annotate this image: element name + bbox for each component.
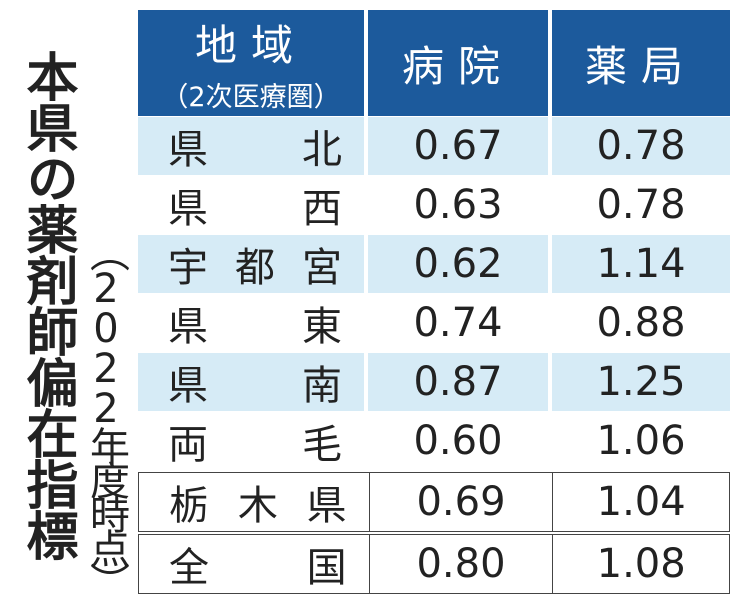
region-cell: 県北: [138, 117, 364, 175]
table-body: 県北 0.67 0.78 県西 0.63 0.78 宇都宮 0.62 1.14 県東 0.74 0.8…: [138, 117, 730, 594]
value-text: 1.08: [596, 541, 686, 587]
value-cell: 0.67: [368, 117, 548, 175]
region-cell: 宇都宮: [138, 235, 364, 293]
value-text: 0.78: [596, 123, 686, 169]
table-row: 栃木県 0.69 1.04: [138, 472, 730, 532]
region-name: 両毛: [168, 422, 342, 468]
region-cell: 両毛: [138, 412, 364, 470]
value-cell: 0.69: [368, 473, 553, 531]
subtitle: （2022年度時点）: [83, 232, 129, 596]
header-text: 病院: [401, 41, 514, 91]
value-text: 0.67: [413, 123, 503, 169]
region-name: 宇都宮: [168, 245, 342, 291]
value-text: 0.74: [413, 300, 503, 346]
value-cell: 0.63: [368, 176, 548, 234]
value-text: 0.78: [596, 182, 686, 228]
value-cell: 0.74: [368, 294, 548, 352]
value-cell: 1.25: [552, 353, 730, 411]
region-name: 県南: [168, 363, 342, 409]
table-row: 宇都宮 0.62 1.14: [138, 235, 730, 293]
value-cell: 0.80: [368, 535, 553, 593]
value-text: 0.62: [413, 241, 503, 287]
region-name: 県北: [168, 127, 342, 173]
value-text: 0.60: [413, 418, 503, 464]
region-cell: 県西: [138, 176, 364, 234]
table-row: 県西 0.63 0.78: [138, 176, 730, 234]
region-name: 県東: [168, 304, 342, 350]
value-cell: 1.06: [552, 412, 730, 470]
value-cell: 0.62: [368, 235, 548, 293]
value-text: 1.14: [596, 241, 686, 287]
value-cell: 1.04: [552, 473, 729, 531]
header-text: 薬局: [584, 41, 697, 91]
region-name: 県西: [168, 186, 342, 232]
header-text: 地域: [194, 21, 307, 70]
value-cell: 0.60: [368, 412, 548, 470]
header-cell: 地域 （2次医療圏）: [138, 10, 364, 116]
header-cell: 病院: [368, 10, 548, 116]
value-cell: 0.88: [552, 294, 730, 352]
value-text: 0.63: [413, 182, 503, 228]
header-cell: 薬局: [552, 10, 730, 116]
header-note: （2次医療圏）: [161, 82, 341, 113]
value-text: 1.04: [596, 479, 686, 525]
region-cell: 県東: [138, 294, 364, 352]
value-cell: 0.87: [368, 353, 548, 411]
value-cell: 0.78: [552, 176, 730, 234]
header-row: 地域 （2次医療圏） 病院 薬局: [138, 10, 730, 116]
value-text: 1.25: [596, 359, 686, 405]
value-cell: 1.14: [552, 235, 730, 293]
value-text: 0.80: [416, 541, 506, 587]
table-row: 県東 0.74 0.88: [138, 294, 730, 352]
region-name: 栃木県: [169, 483, 347, 529]
value-text: 0.69: [416, 479, 506, 525]
value-text: 1.06: [596, 418, 686, 464]
table-row: 両毛 0.60 1.06: [138, 412, 730, 470]
value-text: 0.88: [596, 300, 686, 346]
value-text: 0.87: [413, 359, 503, 405]
value-cell: 1.08: [552, 535, 729, 593]
region-cell: 栃木県: [139, 473, 369, 531]
value-cell: 0.78: [552, 117, 730, 175]
title: 本県の薬剤師偏在指標: [17, 50, 77, 560]
region-name: 全国: [169, 545, 347, 591]
table: 地域 （2次医療圏） 病院 薬局 県北 0.67 0.78 県西 0.63 0.78 宇都宮…: [138, 10, 730, 594]
table-row: 県北 0.67 0.78: [138, 117, 730, 175]
table-row: 県南 0.87 1.25: [138, 353, 730, 411]
region-cell: 全国: [139, 535, 369, 593]
region-cell: 県南: [138, 353, 364, 411]
table-row: 全国 0.80 1.08: [138, 534, 730, 594]
